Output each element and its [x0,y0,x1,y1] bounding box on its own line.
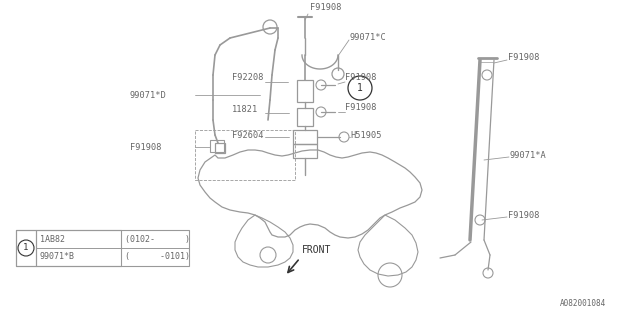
Text: 99071*B: 99071*B [40,252,75,261]
Text: 99071*A: 99071*A [510,150,547,159]
Text: F91908: F91908 [508,211,540,220]
Bar [210,140,224,152]
Text: 1: 1 [357,83,363,93]
Text: FRONT: FRONT [302,245,332,255]
Text: 1AB82: 1AB82 [40,235,65,244]
Text: F91908: F91908 [310,3,342,12]
Text: 99071*C: 99071*C [350,34,387,43]
Text: H51905: H51905 [350,131,381,140]
Bar [297,108,313,126]
Bar [16,230,189,266]
Bar [293,144,317,158]
Bar [16,230,36,266]
Bar [36,230,121,266]
Text: F91908: F91908 [345,73,376,82]
Text: A082001084: A082001084 [560,299,606,308]
Text: F91908: F91908 [508,53,540,62]
Text: (      -0101): ( -0101) [125,252,190,261]
Text: 99071*D: 99071*D [130,91,167,100]
Bar [293,130,317,144]
Bar [195,130,295,180]
Text: 11821: 11821 [232,106,259,115]
Text: F92604: F92604 [232,131,264,140]
Bar [297,80,313,102]
Text: F91908: F91908 [130,142,161,151]
Bar [215,143,225,153]
Text: (0102-      ): (0102- ) [125,235,190,244]
Text: F91908: F91908 [345,103,376,113]
Text: 1: 1 [23,244,29,252]
Text: F92208: F92208 [232,73,264,82]
